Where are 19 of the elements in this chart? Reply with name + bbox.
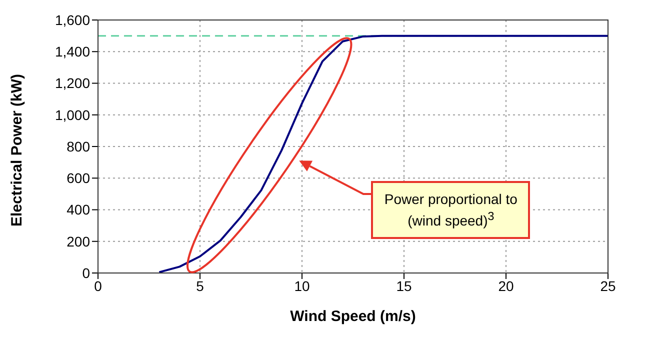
x-tick-label: 20	[498, 278, 514, 294]
y-tick-label: 400	[66, 202, 90, 218]
annotation: Power proportional to (wind speed)$^{3}$	[383, 190, 518, 230]
x-axis-title: Wind Speed (m/s)	[290, 308, 416, 325]
x-tick-label: 10	[294, 278, 310, 294]
y-tick-label: 800	[66, 138, 90, 154]
x-tick-label: 25	[600, 278, 616, 294]
y-tick-label: 600	[66, 170, 90, 186]
y-tick-label: 1,400	[54, 44, 90, 60]
y-tick-label: 1,200	[54, 75, 90, 92]
x-tick-label: 5	[196, 278, 204, 294]
y-axis-title: Electrical Power (kW)	[8, 74, 26, 226]
x-tick-label: 15	[396, 278, 412, 294]
y-tick-label: 1,600	[54, 12, 90, 28]
x-tick-label: 0	[94, 278, 102, 294]
y-tick-label: 1,000	[54, 106, 90, 123]
y-tick-label: 0	[82, 264, 90, 281]
line-series	[158, 34, 608, 273]
y-tick-label: 200	[66, 233, 90, 250]
